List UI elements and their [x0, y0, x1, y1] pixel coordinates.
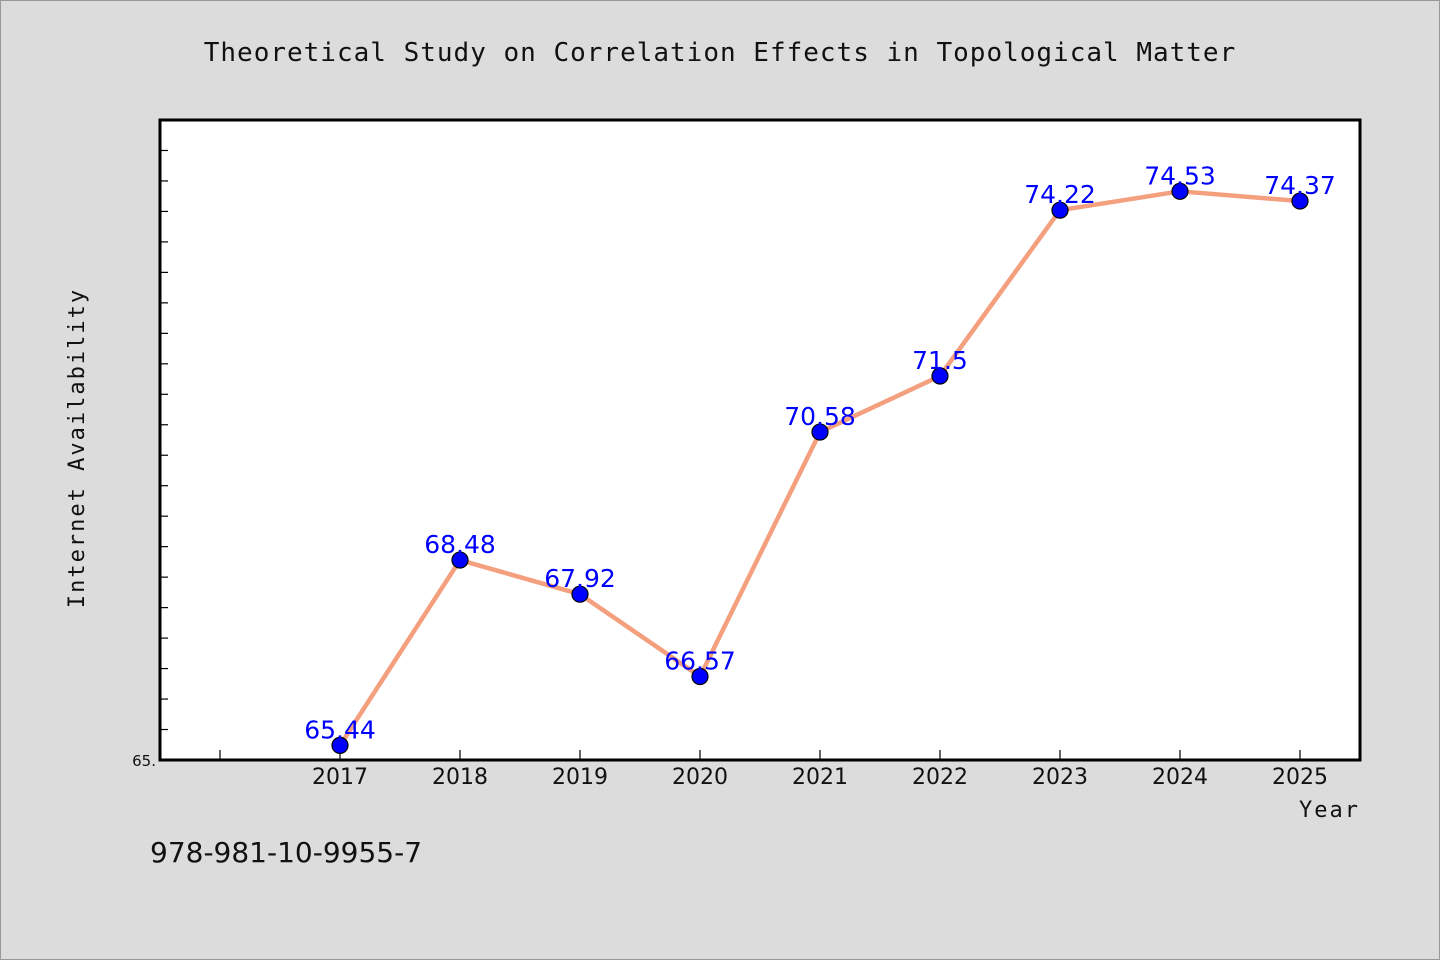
- data-label-layer: 65.44 68.48 67.92 66.57 70.58 71.5 74.22 74.53 7…: [304, 161, 1336, 744]
- data-point: [931, 367, 949, 385]
- y-tick-label: 65.: [132, 752, 156, 770]
- x-axis-label: Year: [1299, 798, 1360, 823]
- y-axis-ticks: 65.: [132, 119, 168, 770]
- data-label: 66.57: [664, 646, 736, 675]
- data-point: [691, 667, 709, 686]
- x-tick-label: 2022: [912, 765, 968, 790]
- data-point: [571, 585, 589, 603]
- data-point: [1171, 182, 1189, 200]
- data-label: 71.5: [912, 346, 968, 375]
- x-tick-label: 2025: [1272, 765, 1328, 790]
- plot-area: [158, 118, 1362, 762]
- x-axis-ticks: 2017 2018 2019 2020 2021 2022 2023 2024 2025: [219, 750, 1328, 790]
- data-label: 65.44: [304, 715, 376, 744]
- data-point: [1291, 192, 1309, 210]
- series-layer: [331, 182, 1309, 754]
- x-tick-label: 2017: [312, 765, 368, 790]
- data-label: 68.48: [424, 530, 496, 559]
- x-tick-label: 2024: [1152, 765, 1208, 790]
- x-tick-label: 2021: [792, 765, 848, 790]
- data-point: [1051, 201, 1069, 219]
- y-axis-label: Internet Availability: [65, 288, 90, 608]
- x-tick-label: 2023: [1032, 765, 1088, 790]
- x-tick-label: 2019: [552, 765, 608, 790]
- data-label: 74.22: [1024, 180, 1096, 209]
- footer-code: 978-981-10-9955-7: [150, 836, 422, 869]
- data-label: 74.53: [1144, 161, 1216, 190]
- data-label: 74.37: [1264, 171, 1336, 200]
- data-label: 67.92: [544, 564, 616, 593]
- x-tick-label: 2018: [432, 765, 488, 790]
- chart-title: Theoretical Study on Correlation Effects…: [204, 38, 1237, 68]
- x-tick-label: 2020: [672, 765, 728, 790]
- data-label: 70.58: [784, 402, 856, 431]
- data-point: [811, 423, 829, 441]
- data-point: [331, 736, 349, 754]
- data-point: [451, 551, 469, 569]
